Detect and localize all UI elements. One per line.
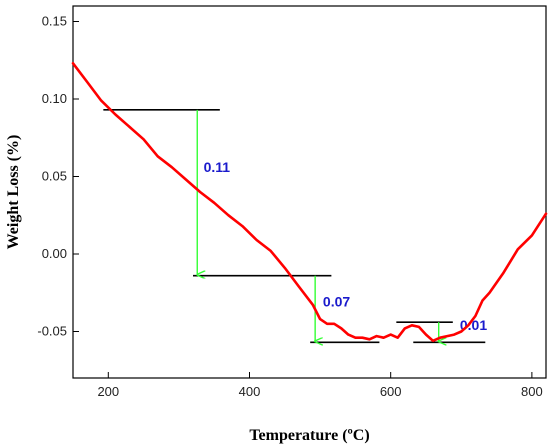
step-annotations: 0.11 0.07 0.01 bbox=[103, 109, 487, 343]
x-tick-label: 600 bbox=[380, 384, 402, 399]
y-tick-label: 0.00 bbox=[42, 246, 67, 261]
plot-frame bbox=[72, 5, 547, 379]
series bbox=[71, 62, 548, 343]
ticks: 200 400 600 800 0.15 0.10 0.05 0.00 -0.05 bbox=[37, 14, 542, 400]
y-tick-label: 0.05 bbox=[42, 169, 67, 184]
weight-loss-curve bbox=[71, 62, 548, 343]
y-tick-label: -0.05 bbox=[37, 324, 67, 339]
x-tick-label: 400 bbox=[239, 384, 261, 399]
x-tick-label: 800 bbox=[521, 384, 543, 399]
x-axis-title: Temperature (ºC) bbox=[249, 427, 369, 444]
y-axis-title: Weight Loss (%) bbox=[5, 135, 22, 250]
y-tick-label: 0.10 bbox=[42, 91, 67, 106]
step-label: 0.07 bbox=[323, 294, 350, 310]
y-tick-label: 0.15 bbox=[42, 14, 67, 29]
axes bbox=[72, 5, 547, 379]
x-tick-label: 200 bbox=[97, 384, 119, 399]
step-label: 0.01 bbox=[460, 317, 487, 333]
step-label: 0.11 bbox=[204, 159, 231, 175]
